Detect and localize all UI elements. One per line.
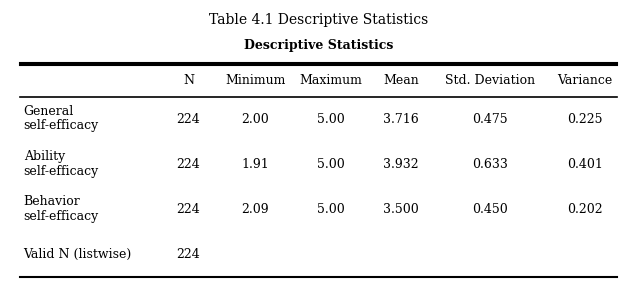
Text: Ability: Ability — [24, 150, 65, 163]
Text: 0.202: 0.202 — [567, 203, 603, 216]
Text: 3.500: 3.500 — [383, 203, 419, 216]
Text: 3.716: 3.716 — [383, 113, 419, 126]
Text: 0.401: 0.401 — [567, 158, 603, 171]
Text: 224: 224 — [176, 203, 201, 216]
Text: Table 4.1 Descriptive Statistics: Table 4.1 Descriptive Statistics — [209, 13, 428, 27]
Text: 2.00: 2.00 — [241, 113, 269, 126]
Text: 1.91: 1.91 — [241, 158, 269, 171]
Text: 3.932: 3.932 — [383, 158, 419, 171]
Text: Behavior: Behavior — [24, 195, 80, 208]
Text: Descriptive Statistics: Descriptive Statistics — [244, 39, 393, 52]
Text: General: General — [24, 105, 74, 118]
Text: 0.475: 0.475 — [472, 113, 508, 126]
Text: 5.00: 5.00 — [317, 203, 345, 216]
Text: Std. Deviation: Std. Deviation — [445, 74, 535, 86]
Text: 0.450: 0.450 — [472, 203, 508, 216]
Text: Minimum: Minimum — [225, 74, 285, 86]
Text: 5.00: 5.00 — [317, 113, 345, 126]
Text: self-efficacy: self-efficacy — [24, 119, 99, 132]
Text: 224: 224 — [176, 113, 201, 126]
Text: Valid N (listwise): Valid N (listwise) — [24, 248, 132, 261]
Text: 0.225: 0.225 — [567, 113, 603, 126]
Text: 224: 224 — [176, 158, 201, 171]
Text: self-efficacy: self-efficacy — [24, 210, 99, 223]
Text: Maximum: Maximum — [300, 74, 362, 86]
Text: self-efficacy: self-efficacy — [24, 165, 99, 178]
Text: Mean: Mean — [383, 74, 419, 86]
Text: Variance: Variance — [557, 74, 613, 86]
Text: 2.09: 2.09 — [241, 203, 269, 216]
Text: 224: 224 — [176, 248, 201, 261]
Text: 0.633: 0.633 — [472, 158, 508, 171]
Text: N: N — [183, 74, 194, 86]
Text: 5.00: 5.00 — [317, 158, 345, 171]
